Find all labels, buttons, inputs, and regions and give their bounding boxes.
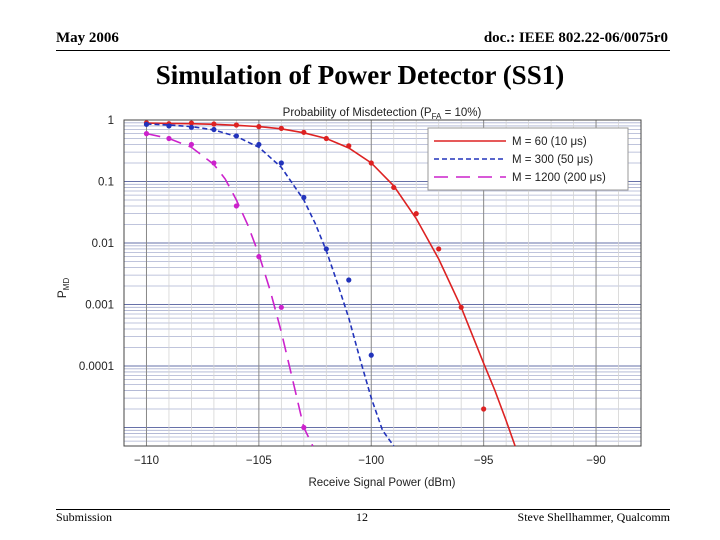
data-point — [256, 124, 262, 130]
data-point — [323, 135, 329, 142]
data-point — [211, 121, 217, 127]
y-tick-label: 0.0001 — [79, 361, 114, 373]
data-point — [301, 424, 307, 431]
chart-series — [143, 120, 516, 447]
data-point — [256, 141, 262, 148]
axis-ticks: −110 −105 −100 −95 −90 1 0.1 0.01 0.001 0.0001 — [79, 115, 606, 467]
y-tick-label: 0.001 — [85, 299, 114, 311]
header-doc-id: doc.: IEEE 802.22-06/0075r0 — [483, 30, 668, 46]
x-tick-label: −100 — [358, 455, 384, 467]
footer-author: Steve Shellhammer, Qualcomm — [517, 510, 670, 524]
data-point — [143, 121, 150, 127]
data-point — [166, 123, 172, 129]
x-tick-label: −105 — [246, 455, 272, 467]
series-2 — [143, 121, 395, 447]
data-point — [278, 160, 284, 166]
data-point — [166, 135, 172, 142]
y-tick-label: 1 — [108, 115, 114, 127]
chart-title: Probability of Misdetection (PFA = 10%) — [283, 107, 482, 121]
data-point — [233, 133, 239, 139]
x-tick-label: −90 — [586, 455, 606, 467]
data-point — [143, 131, 150, 137]
data-point — [458, 304, 464, 310]
data-point — [346, 143, 352, 149]
x-tick-label: −110 — [134, 455, 159, 467]
legend: M = 60 (10 μs) M = 300 (50 μs) M = 1200 (2… — [427, 127, 629, 191]
data-point — [368, 352, 374, 358]
footer-page-number: 12 — [356, 510, 368, 524]
chart-grid — [123, 120, 642, 446]
series-line — [146, 132, 314, 447]
y-axis-label: PMD — [55, 278, 71, 299]
legend-label: M = 60 (10 μs) — [512, 136, 587, 148]
x-tick-label: −95 — [474, 455, 494, 467]
plot-frame — [123, 119, 642, 447]
data-point — [233, 203, 239, 209]
x-axis-label: Receive Signal Power (dBm) — [308, 477, 455, 489]
y-tick-label: 0.1 — [98, 176, 114, 188]
data-point — [346, 277, 352, 283]
data-point — [278, 304, 284, 310]
legend-label: M = 300 (50 μs) — [512, 154, 593, 166]
data-point — [391, 184, 397, 191]
data-point — [413, 211, 419, 217]
data-point — [301, 194, 307, 201]
data-point — [211, 160, 217, 166]
data-point — [323, 246, 329, 252]
data-point — [211, 126, 217, 133]
data-point — [188, 141, 195, 148]
header-rule — [56, 50, 670, 51]
data-point — [278, 125, 284, 132]
y-tick-label: 0.01 — [92, 238, 114, 250]
footer-submission: Submission — [56, 510, 113, 524]
footer-rule — [56, 509, 670, 510]
series-3 — [143, 131, 314, 447]
data-point — [233, 122, 239, 128]
legend-label: M = 1200 (200 μs) — [512, 172, 606, 184]
data-point — [256, 254, 262, 260]
slide-title: Simulation of Power Detector (SS1) — [155, 60, 565, 90]
data-point — [188, 124, 195, 130]
data-point — [481, 406, 487, 412]
header-date: May 2006 — [56, 30, 119, 46]
series-line — [146, 123, 395, 447]
data-point — [436, 246, 442, 252]
data-point — [188, 120, 195, 126]
data-point — [368, 160, 374, 166]
series-1 — [143, 120, 516, 447]
data-point — [301, 129, 307, 135]
